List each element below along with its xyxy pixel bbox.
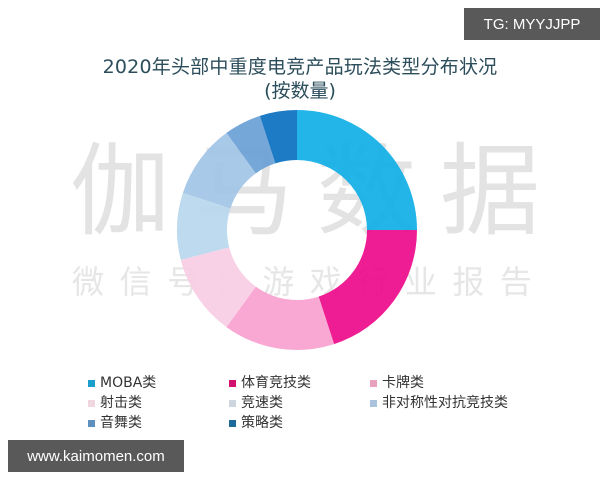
donut-slice-6 <box>226 115 276 174</box>
legend-swatch <box>88 400 95 407</box>
legend-label: 音舞类 <box>100 415 142 431</box>
legend-item-card: 卡牌类 <box>370 375 530 392</box>
legend-swatch <box>370 400 377 407</box>
donut-slice-3 <box>180 247 256 328</box>
donut-slice-1 <box>318 230 417 345</box>
legend-label: 竞速类 <box>241 395 283 411</box>
legend-swatch <box>229 400 236 407</box>
legend-label: 体育竞技类 <box>241 375 311 391</box>
legend-label: MOBA类 <box>100 375 157 391</box>
legend-label: 策略类 <box>241 415 283 431</box>
donut-slice-5 <box>182 132 256 209</box>
legend-item-shooter: 射击类 <box>88 395 229 412</box>
legend-swatch <box>88 420 95 427</box>
legend-swatch <box>370 380 377 387</box>
legend-swatch <box>88 380 95 387</box>
legend-label: 非对称性对抗竞技类 <box>382 395 508 411</box>
legend-label: 射击类 <box>100 395 142 411</box>
tg-watermark-badge: TG: MYYJJPP <box>464 8 600 40</box>
watermark-char: 信 <box>119 263 152 301</box>
watermark-char: 告 <box>499 263 532 301</box>
legend-item-strategy: 策略类 <box>229 415 370 432</box>
legend-swatch <box>229 420 236 427</box>
legend-item-asymmetric: 非对称性对抗竞技类 <box>370 395 530 412</box>
legend-item-moba: MOBA类 <box>88 375 229 392</box>
watermark-char: 微 <box>72 263 105 301</box>
donut-slice-7 <box>259 110 297 164</box>
chart-title: 2020年头部中重度电竞产品玩法类型分布状况 <box>102 56 498 78</box>
donut-slices <box>177 110 417 350</box>
donut-slice-0 <box>297 110 417 230</box>
legend-item-racing: 竞速类 <box>229 395 370 412</box>
legend-item-sports: 体育竞技类 <box>229 375 370 392</box>
watermark-char: 伽 <box>70 133 170 250</box>
watermark-brand: 伽 马 数 据 <box>70 132 540 252</box>
chart-subtitle: (按数量) <box>264 80 336 102</box>
donut-slice-2 <box>226 286 335 350</box>
chart-legend: MOBA类 体育竞技类 卡牌类 射击类 竞速类 非对称性对抗竞技类 音舞类 策略… <box>88 375 528 432</box>
site-url-banner[interactable]: www.kaimomen.com <box>8 440 184 472</box>
donut-slice-4 <box>177 192 231 260</box>
legend-swatch <box>229 380 236 387</box>
watermark-char: 据 <box>439 133 540 250</box>
legend-label: 卡牌类 <box>382 375 424 391</box>
watermark-char: 报 <box>452 263 485 301</box>
legend-item-music-dance: 音舞类 <box>88 415 229 432</box>
